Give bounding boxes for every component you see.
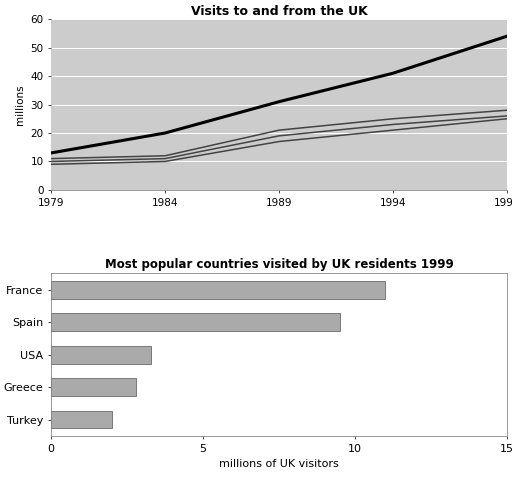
Line: visits abroad by
UK residents: visits abroad by UK residents [51,36,507,153]
visits to the UK by
overseas residents [162,156,168,161]
Title: Most popular countries visited by UK residents 1999: Most popular countries visited by UK res… [104,258,454,271]
Title: Visits to and from the UK: Visits to and from the UK [190,5,368,18]
Bar [51,378,136,396]
Bar [51,313,340,331]
visits to the UK by
overseas residents [504,113,510,119]
Bar [51,281,386,298]
visits abroad by
UK residents [48,150,54,156]
visits to the UK by
overseas residents [276,133,282,139]
Line: visits to the UK by
overseas residents: visits to the UK by overseas residents [51,116,507,161]
visits abroad by
UK residents [162,130,168,136]
visits abroad by
UK residents [504,34,510,39]
visits to the UK by
overseas residents [390,122,396,127]
X-axis label: millions of UK visitors: millions of UK visitors [219,459,339,469]
Y-axis label: millions: millions [15,84,25,125]
visits abroad by
UK residents [390,70,396,76]
Bar [51,411,112,429]
visits abroad by
UK residents [276,99,282,104]
visits to the UK by
overseas residents [48,159,54,164]
Bar [51,346,152,364]
